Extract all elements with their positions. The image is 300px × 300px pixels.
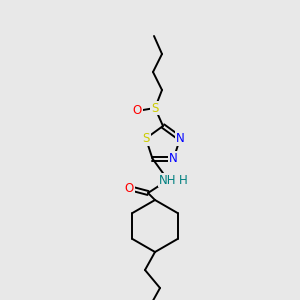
Text: NH: NH — [159, 173, 177, 187]
Text: O: O — [124, 182, 134, 194]
Text: H: H — [179, 173, 188, 187]
Text: O: O — [132, 104, 142, 118]
Text: S: S — [142, 132, 150, 145]
Text: S: S — [151, 101, 159, 115]
Text: N: N — [176, 132, 184, 145]
Text: N: N — [169, 152, 178, 165]
